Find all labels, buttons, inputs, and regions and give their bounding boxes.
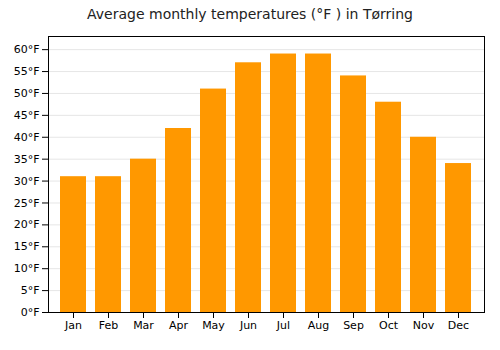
svg-text:Jan: Jan [64, 319, 82, 332]
svg-text:Nov: Nov [413, 319, 435, 332]
svg-text:Sep: Sep [343, 319, 364, 332]
svg-text:40°F: 40°F [14, 131, 40, 144]
svg-text:Aug: Aug [308, 319, 329, 332]
svg-text:May: May [202, 319, 225, 332]
svg-text:25°F: 25°F [14, 196, 40, 209]
svg-text:55°F: 55°F [14, 65, 40, 78]
svg-text:Apr: Apr [169, 319, 189, 332]
svg-text:60°F: 60°F [14, 43, 40, 56]
svg-text:35°F: 35°F [14, 153, 40, 166]
svg-text:50°F: 50°F [14, 87, 40, 100]
svg-text:Oct: Oct [379, 319, 399, 332]
svg-text:15°F: 15°F [14, 240, 40, 253]
svg-text:0°F: 0°F [21, 306, 40, 319]
svg-text:45°F: 45°F [14, 109, 40, 122]
svg-text:Feb: Feb [99, 319, 118, 332]
svg-text:30°F: 30°F [14, 175, 40, 188]
svg-text:Jul: Jul [276, 319, 290, 332]
svg-text:Dec: Dec [448, 319, 469, 332]
svg-text:Jun: Jun [239, 319, 257, 332]
svg-text:10°F: 10°F [14, 262, 40, 275]
html-text:Average monthly temperatures (: Average monthly temperatures (°F ) in Tø… [87, 6, 413, 22]
svg-text:20°F: 20°F [14, 218, 40, 231]
svg-text:Mar: Mar [133, 319, 154, 332]
svg-text:5°F: 5°F [21, 284, 40, 297]
